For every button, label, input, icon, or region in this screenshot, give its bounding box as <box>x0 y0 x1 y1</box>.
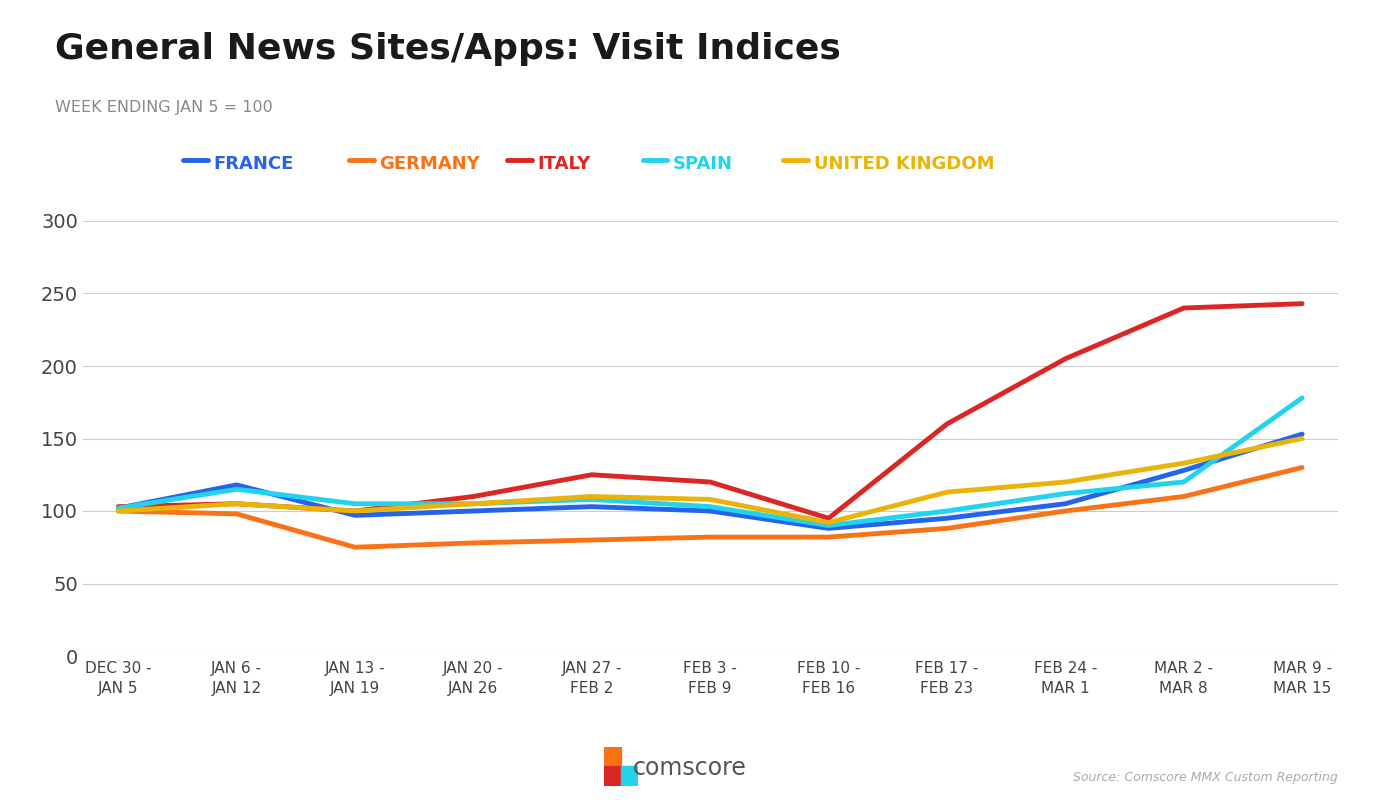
Bar <box>604 747 621 766</box>
Text: SPAIN: SPAIN <box>673 155 734 173</box>
Text: Source: Comscore MMX Custom Reporting: Source: Comscore MMX Custom Reporting <box>1073 771 1338 784</box>
Text: WEEK ENDING JAN 5 = 100: WEEK ENDING JAN 5 = 100 <box>55 100 273 115</box>
Bar <box>621 766 638 786</box>
Text: GERMANY: GERMANY <box>379 155 480 173</box>
Text: FRANCE: FRANCE <box>214 155 294 173</box>
Text: General News Sites/Apps: Visit Indices: General News Sites/Apps: Visit Indices <box>55 32 841 66</box>
Text: ITALY: ITALY <box>538 155 592 173</box>
Text: UNITED KINGDOM: UNITED KINGDOM <box>814 155 994 173</box>
Text: comscore: comscore <box>633 756 746 780</box>
Bar <box>604 766 621 786</box>
